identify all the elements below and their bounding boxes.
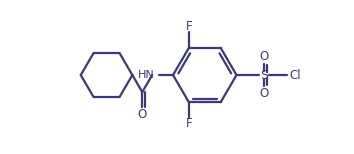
Text: Cl: Cl bbox=[289, 69, 301, 81]
Text: HN: HN bbox=[137, 70, 154, 80]
Text: F: F bbox=[185, 117, 192, 130]
Text: O: O bbox=[260, 87, 269, 100]
Text: F: F bbox=[185, 20, 192, 33]
Text: S: S bbox=[260, 69, 268, 81]
Text: O: O bbox=[138, 108, 147, 121]
Text: O: O bbox=[260, 50, 269, 63]
